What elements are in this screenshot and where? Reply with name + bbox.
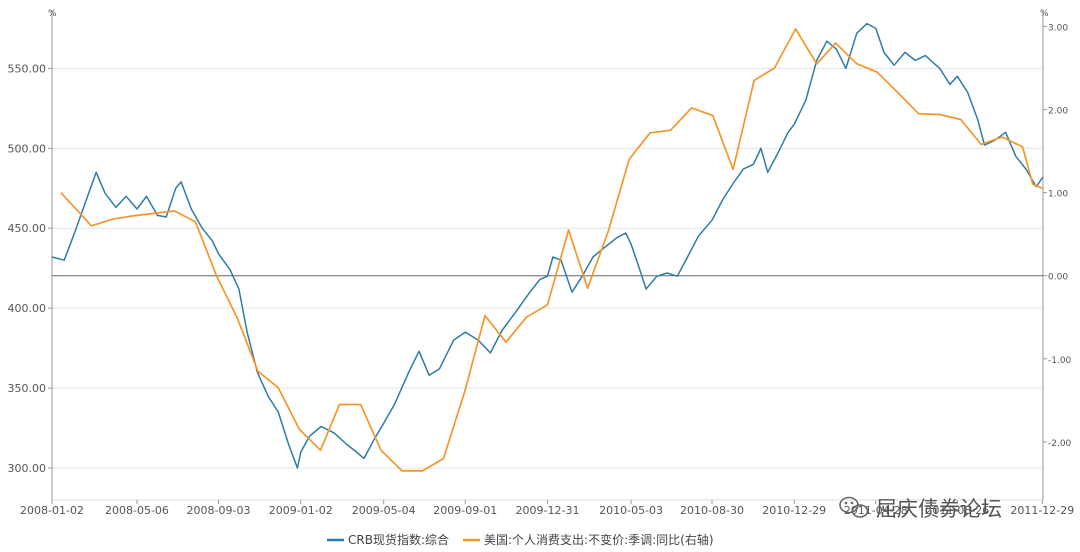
right-tick-label: -1.00 xyxy=(1048,356,1072,366)
left-unit-label: % xyxy=(48,9,57,19)
x-tick-label: 2008-01-02 xyxy=(20,504,84,517)
left-y-tick-labels: 300.00 350.00 400.00 450.00 500.00 550.00 xyxy=(8,62,52,475)
x-tick-label: 2008-09-03 xyxy=(187,504,251,517)
series-line-2 xyxy=(60,28,1044,472)
right-y-tick-labels: -2.00 -1.00 0.00 1.00 2.00 3.00 xyxy=(1043,23,1072,449)
x-tick-label: 2009-05-04 xyxy=(352,504,416,517)
right-tick-label: 1.00 xyxy=(1048,190,1068,200)
x-tick-label: 2009-09-01 xyxy=(433,504,497,517)
x-tick-label: 2010-08-30 xyxy=(680,504,744,517)
legend: CRB现货指数:综合 美国:个人消费支出:不变价:季调:同比(右轴) xyxy=(327,532,714,547)
x-tick-label: 2008-05-06 xyxy=(105,504,169,517)
left-tick-label: 300.00 xyxy=(8,462,47,475)
right-tick-label: 3.00 xyxy=(1048,23,1068,33)
x-tick-label: 2011-12-29 xyxy=(1010,504,1074,517)
watermark-text: 屈庆债券论坛 xyxy=(876,497,1002,521)
x-tick-label: 2011-04-28 xyxy=(844,504,908,517)
series-line-1 xyxy=(51,22,1044,469)
x-tick-label: 2009-01-02 xyxy=(269,504,333,517)
left-tick-label: 400.00 xyxy=(8,302,47,315)
axes xyxy=(51,10,1044,501)
wechat-icon xyxy=(839,496,869,518)
x-tick-label: 2010-05-03 xyxy=(599,504,663,517)
left-tick-label: 350.00 xyxy=(8,382,47,395)
right-tick-label: -2.00 xyxy=(1048,439,1072,449)
x-tick-labels: 2008-01-02 2008-05-06 2008-09-03 2009-01-02… xyxy=(20,500,1074,517)
right-tick-label: 0.00 xyxy=(1048,273,1068,283)
left-tick-label: 550.00 xyxy=(8,62,47,75)
left-tick-label: 450.00 xyxy=(8,222,47,235)
x-tick-label: 2009-12-31 xyxy=(516,504,580,517)
right-unit-label: % xyxy=(1040,9,1049,19)
x-tick-label: 2010-12-29 xyxy=(762,504,826,517)
x-tick-label: 2011-08-26 xyxy=(925,504,989,517)
legend-label-2: 美国:个人消费支出:不变价:季调:同比(右轴) xyxy=(484,532,714,547)
series-lines xyxy=(51,22,1044,472)
grid-lines xyxy=(52,67,1043,469)
left-tick-label: 500.00 xyxy=(8,142,47,155)
legend-label-1: CRB现货指数:综合 xyxy=(348,532,449,547)
watermark: 屈庆债券论坛 xyxy=(839,496,1002,521)
right-tick-label: 2.00 xyxy=(1048,107,1068,117)
